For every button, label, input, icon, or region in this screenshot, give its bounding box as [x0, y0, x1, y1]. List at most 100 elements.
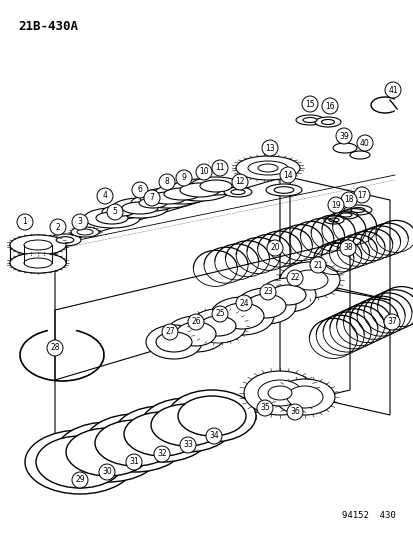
Circle shape	[161, 324, 178, 340]
Circle shape	[384, 82, 400, 98]
Ellipse shape	[291, 270, 327, 290]
Ellipse shape	[122, 202, 158, 214]
Circle shape	[211, 160, 228, 176]
Circle shape	[335, 128, 351, 144]
Circle shape	[154, 446, 170, 462]
Ellipse shape	[95, 420, 175, 466]
Text: 39: 39	[338, 132, 348, 141]
Text: 31: 31	[129, 457, 138, 466]
Ellipse shape	[180, 183, 219, 197]
Ellipse shape	[66, 428, 150, 476]
Ellipse shape	[168, 390, 255, 442]
Ellipse shape	[245, 294, 285, 318]
Ellipse shape	[96, 212, 128, 224]
Circle shape	[321, 98, 337, 114]
Circle shape	[107, 204, 123, 220]
Circle shape	[159, 174, 175, 190]
Ellipse shape	[170, 179, 230, 201]
Text: 3: 3	[77, 217, 82, 227]
Text: 6: 6	[137, 185, 142, 195]
Circle shape	[259, 284, 275, 300]
Ellipse shape	[343, 205, 371, 215]
Text: 33: 33	[183, 440, 192, 449]
Ellipse shape	[77, 229, 93, 235]
Text: 21B-430A: 21B-430A	[18, 20, 78, 33]
Ellipse shape	[154, 184, 209, 204]
Ellipse shape	[321, 119, 334, 125]
Circle shape	[97, 188, 113, 204]
Text: 14: 14	[282, 171, 292, 180]
Circle shape	[339, 240, 355, 256]
Circle shape	[309, 257, 325, 273]
Text: 36: 36	[290, 408, 299, 416]
Ellipse shape	[286, 386, 322, 408]
Circle shape	[47, 340, 63, 356]
Circle shape	[180, 437, 195, 453]
Ellipse shape	[302, 117, 316, 123]
Text: 15: 15	[304, 100, 314, 109]
Circle shape	[17, 214, 33, 230]
Circle shape	[340, 192, 356, 208]
Ellipse shape	[243, 371, 315, 415]
Circle shape	[50, 219, 66, 235]
Circle shape	[383, 314, 399, 330]
Ellipse shape	[247, 161, 287, 175]
Text: 5: 5	[112, 207, 117, 216]
Ellipse shape	[166, 316, 225, 352]
Ellipse shape	[328, 218, 338, 222]
Text: 41: 41	[387, 85, 397, 94]
Ellipse shape	[219, 303, 263, 329]
Circle shape	[72, 472, 88, 488]
Ellipse shape	[257, 164, 277, 172]
Text: 28: 28	[50, 343, 59, 352]
Text: 26: 26	[191, 318, 200, 327]
Circle shape	[235, 295, 252, 311]
Circle shape	[195, 164, 211, 180]
Ellipse shape	[295, 115, 323, 125]
Text: 20: 20	[270, 244, 279, 253]
Ellipse shape	[131, 195, 175, 211]
Ellipse shape	[209, 297, 273, 335]
Circle shape	[256, 400, 272, 416]
Ellipse shape	[84, 208, 140, 228]
Ellipse shape	[124, 412, 199, 456]
Ellipse shape	[190, 177, 242, 195]
Ellipse shape	[269, 285, 305, 305]
Circle shape	[206, 428, 221, 444]
Text: 29: 29	[75, 475, 85, 484]
Ellipse shape	[273, 187, 293, 193]
Ellipse shape	[259, 278, 315, 312]
Circle shape	[301, 96, 317, 112]
Ellipse shape	[112, 198, 168, 218]
Ellipse shape	[223, 187, 252, 197]
Text: 9: 9	[181, 174, 186, 182]
Ellipse shape	[164, 188, 199, 200]
Ellipse shape	[110, 208, 134, 216]
Ellipse shape	[257, 380, 301, 406]
Circle shape	[176, 170, 192, 186]
Ellipse shape	[24, 240, 52, 250]
Ellipse shape	[274, 379, 334, 415]
Ellipse shape	[150, 192, 185, 204]
Circle shape	[99, 464, 115, 480]
Ellipse shape	[190, 309, 245, 343]
Circle shape	[279, 167, 295, 183]
Text: 22: 22	[290, 273, 299, 282]
Text: 13: 13	[265, 143, 274, 152]
Ellipse shape	[71, 227, 99, 237]
Text: 18: 18	[344, 196, 353, 205]
Text: 24: 24	[239, 298, 248, 308]
Ellipse shape	[56, 237, 74, 243]
Text: 1: 1	[23, 217, 27, 227]
Ellipse shape	[24, 258, 52, 268]
Ellipse shape	[178, 396, 245, 436]
Ellipse shape	[156, 332, 192, 352]
Circle shape	[327, 197, 343, 213]
Text: 8: 8	[164, 177, 169, 187]
Ellipse shape	[279, 262, 339, 298]
Text: 7: 7	[149, 193, 154, 203]
Circle shape	[231, 174, 247, 190]
Text: 2: 2	[55, 222, 60, 231]
Circle shape	[356, 135, 372, 151]
Text: 11: 11	[215, 164, 224, 173]
